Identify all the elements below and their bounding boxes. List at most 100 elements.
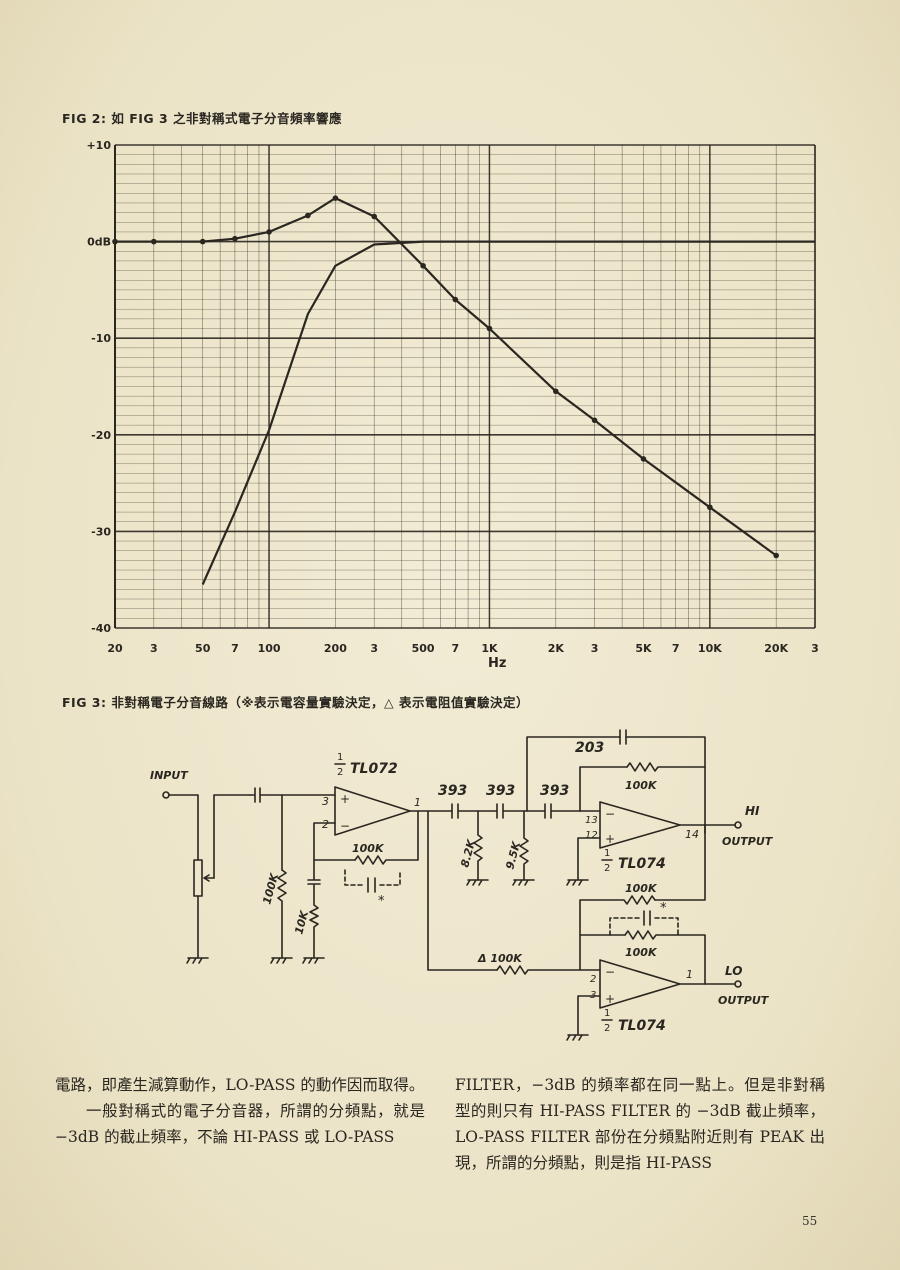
pot-wiper <box>203 874 215 882</box>
x-tick-label: 3 <box>370 642 378 655</box>
chart-y-ticks: +10 0dB -10 -20 -30 -40 <box>86 139 111 635</box>
lo-output-terminal <box>734 980 742 988</box>
opamp1-plus: + <box>340 792 350 806</box>
ground-symbol-2 <box>270 957 293 964</box>
paragraph-right-1: FILTER，−3dB 的頻率都在同一點上。但是非對稱型的則只有 HI-PASS… <box>455 1076 825 1172</box>
y-tick-label: -20 <box>91 429 111 442</box>
label-100k-sum: 100K <box>625 882 658 895</box>
opamp1-pin3: 3 <box>322 795 329 808</box>
lo-output-label: OUTPUT <box>718 994 770 1007</box>
volume-pot <box>193 859 203 897</box>
opamp3-pin2: 2 <box>590 974 596 985</box>
opamp1-inverting-wire <box>313 822 356 861</box>
y-tick-label: -30 <box>91 525 111 538</box>
data-point <box>199 238 206 245</box>
input-wire <box>168 794 199 861</box>
star-2: * <box>660 901 667 916</box>
ground-symbol-1 <box>186 957 209 964</box>
data-point <box>707 504 713 511</box>
cap-optional-2 <box>643 910 651 926</box>
x-tick-label: 200 <box>324 642 347 655</box>
dashed-cap-2 <box>609 917 679 936</box>
hi-output-terminal <box>734 821 742 829</box>
ground-symbol-6 <box>566 879 589 886</box>
cap-393-c <box>544 803 581 819</box>
x-tick-label: 20 <box>107 642 123 655</box>
opamp1-half-den: 2 <box>337 767 343 778</box>
opamp1-to-lo-wire <box>427 810 498 971</box>
x-tick-label: 100 <box>258 642 281 655</box>
hi-output-label: OUTPUT <box>722 835 774 848</box>
data-point <box>452 296 459 303</box>
resistor-9k5 <box>519 810 529 881</box>
data-point <box>112 238 118 245</box>
y-tick-label: -40 <box>91 622 111 635</box>
ground-symbol-3 <box>302 957 325 964</box>
opamp1-pin1: 1 <box>414 796 421 809</box>
x-tick-label: 10K <box>698 642 722 655</box>
resistor-100k-lo-fb <box>624 930 706 985</box>
opamp-2 <box>599 801 681 849</box>
star-1: * <box>378 894 385 909</box>
y-tick-label: -10 <box>91 332 111 345</box>
dashed-cap-1 <box>344 869 401 886</box>
x-tick-label: 7 <box>231 642 239 655</box>
hi-to-lo-wire <box>654 824 706 901</box>
opamp1-pin2: 2 <box>322 818 329 831</box>
chart-major-grid <box>114 144 816 629</box>
pot-wiper-wire <box>213 794 251 879</box>
opamp1-half-num: 1 <box>337 752 343 763</box>
lo-label: LO <box>725 964 742 978</box>
opamp3-pin1: 1 <box>686 968 693 981</box>
y-tick-label: 0dB <box>87 236 111 249</box>
page-number: 55 <box>802 1214 818 1228</box>
body-text-left: 電路，即產生減算動作，LO-PASS 的動作因而取得。 一般對稱式的電子分音器，… <box>55 1072 425 1150</box>
data-point <box>232 235 238 242</box>
cap-393-a <box>451 803 498 819</box>
paragraph-left-1: 電路，即產生減算動作，LO-PASS 的動作因而取得。 <box>55 1076 425 1094</box>
chart-x-ticks: 20 3 50 7 100 200 3 500 7 1K 2K 3 5K 7 10K 20K 3 <box>107 642 818 655</box>
ground-symbol-5 <box>512 879 535 886</box>
data-point <box>773 552 779 559</box>
ground-symbol-4 <box>466 879 489 886</box>
opamp-3 <box>599 959 681 1009</box>
cap-203-wire <box>526 736 706 834</box>
label-100k-hi-fb: 100K <box>625 779 658 792</box>
x-tick-label: 5K <box>635 642 652 655</box>
opamp2-part: TL074 <box>618 856 666 872</box>
label-100k-lo-fb: 100K <box>625 946 658 959</box>
x-tick-label: 50 <box>195 642 211 655</box>
opamp3-half-num: 1 <box>604 1008 610 1019</box>
input-terminal <box>162 791 170 799</box>
data-point <box>305 212 311 219</box>
x-axis-label: Hz <box>488 656 506 671</box>
cap-203 <box>619 729 627 745</box>
resistor-100k-bias <box>277 869 287 959</box>
data-point <box>332 195 339 201</box>
label-393-a: 393 <box>438 783 467 799</box>
resistor-100k-sum <box>579 895 656 971</box>
label-203: 203 <box>575 740 604 756</box>
figure-2-caption: FIG 2: 如 FIG 3 之非對稱式電子分音頻率響應 <box>62 111 343 126</box>
input-capacitor <box>249 787 336 803</box>
data-point <box>486 325 493 332</box>
x-tick-label: 500 <box>412 642 435 655</box>
x-tick-label: 7 <box>672 642 680 655</box>
opamp3-half-den: 2 <box>604 1023 610 1034</box>
y-tick-label: +10 <box>86 139 111 152</box>
opamp2-pin12: 12 <box>585 830 598 841</box>
opamp-1 <box>334 786 411 836</box>
opamp3-plus: + <box>605 992 615 1006</box>
x-tick-label: 20K <box>764 642 788 655</box>
opamp3-minus: − <box>605 965 615 979</box>
opamp2-fb-wire <box>579 766 628 812</box>
response-curve-1 <box>115 197 777 557</box>
opamp1-part: TL072 <box>350 761 398 777</box>
x-tick-label: 3 <box>150 642 158 655</box>
opamp2-half-den: 2 <box>604 863 610 874</box>
data-point <box>371 213 378 220</box>
label-393-c: 393 <box>540 783 569 799</box>
resistor-8k2 <box>473 810 483 881</box>
opamp1-minus: − <box>340 819 350 833</box>
